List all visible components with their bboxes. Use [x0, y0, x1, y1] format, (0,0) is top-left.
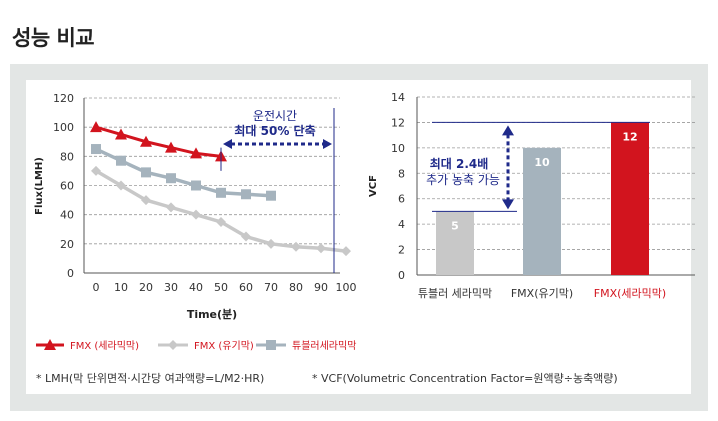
ceramic-data-point [140, 135, 152, 147]
line-chart-series [90, 121, 351, 257]
organic-data-point [116, 180, 126, 191]
bar-category-label: FMX(유기막) [511, 287, 573, 300]
runtime-arrow-head-left [223, 139, 232, 150]
lmh-footnote: * LMH(막 단위면적·시간당 여과액량=L/M2·HR) [36, 372, 264, 385]
line-chart-x-tick-label: 80 [289, 281, 303, 294]
panel-content [26, 80, 691, 394]
vcf-footnote: * VCF(Volumetric Concentration Factor=원액… [312, 372, 618, 385]
line-chart-y-tick-label: 100 [53, 121, 74, 134]
page-title: 성능 비교 [12, 26, 95, 50]
tubular-data-point [266, 190, 276, 201]
bar-chart-y-tick-label: 10 [391, 142, 405, 155]
line-chart-y-tick-label: 120 [53, 92, 74, 105]
organic-data-point [291, 241, 301, 252]
bar-chart-y-tick-label: 12 [391, 116, 405, 129]
vcf-bar [436, 211, 474, 275]
bar-chart-y-tick-label: 14 [391, 91, 405, 104]
legend-diamond-marker [168, 340, 178, 350]
vcf-bar-value-label: 10 [534, 156, 550, 169]
bar-chart-y-tick-label: 6 [398, 193, 405, 206]
line-chart-x-ticks: 0 10 20 30 40 50 60 70 80 90 100 [93, 281, 357, 294]
line-chart-x-tick-label: 60 [239, 281, 253, 294]
line-chart-annotation: 운전시간 최대 50% 단축 [220, 108, 335, 273]
organic-data-point [191, 209, 201, 220]
line-chart-x-label: Time(분) [187, 308, 237, 321]
line-chart-x-tick-label: 100 [336, 281, 357, 294]
organic-data-point [216, 216, 226, 227]
line-chart-gridlines [84, 97, 340, 245]
tubular-data-point [191, 180, 201, 191]
line-chart-x-tick-label: 90 [314, 281, 328, 294]
line-chart-y-label: Flux(LMH) [34, 157, 45, 215]
runtime-annotation-line2: 최대 50% 단축 [234, 123, 315, 138]
tubular-data-point [216, 187, 226, 198]
line-chart: 0 20 40 60 80 100 120 0 10 20 30 40 50 60 70 80 90 100 운… [34, 92, 357, 321]
tubular-data-point [141, 167, 151, 178]
bar-category-label: 튜블러 세라믹막 [418, 287, 492, 300]
bar-chart-annotation: 최대 2.4배 추가 농축 가능 [426, 121, 650, 212]
bar-chart-y-tick-label: 2 [398, 244, 405, 257]
runtime-annotation-line1: 운전시간 [253, 109, 297, 123]
tubular-data-point [91, 144, 101, 155]
organic-data-point [141, 195, 151, 206]
legend-label: 튜블러세라믹막 [292, 340, 356, 352]
legend-triangle-marker [44, 339, 56, 350]
organic-data-point [266, 238, 276, 249]
organic-data-point [341, 246, 351, 257]
bar-chart-y-tick-label: 0 [398, 269, 405, 282]
organic-data-point [166, 202, 176, 213]
comparison-panel [10, 64, 708, 411]
vcf-bar [523, 147, 561, 275]
tubular-data-point [241, 189, 251, 200]
concentration-annotation-line1: 최대 2.4배 [430, 156, 489, 171]
ceramic-data-point [165, 141, 177, 153]
series-line-2 [95, 169, 347, 253]
line-chart-x-tick-label: 50 [214, 281, 228, 294]
organic-data-point [241, 231, 251, 242]
organic-data-point [316, 243, 326, 254]
bar-chart-y-tick-label: 4 [398, 218, 405, 231]
line-chart-y-ticks: 0 20 40 60 80 100 120 [53, 92, 74, 280]
line-chart-axes [83, 98, 340, 274]
vcf-bar [611, 122, 649, 275]
runtime-arrow-head-right [323, 139, 332, 150]
series-line-1 [95, 125, 222, 158]
legend-label: FMX (세라믹막) [70, 340, 139, 352]
line-chart-x-tick-label: 40 [189, 281, 203, 294]
line-chart-x-tick-label: 70 [264, 281, 278, 294]
bar-chart: 0 2 4 6 8 10 12 14 5 튜블러 세라믹막 10 FMX(유기막) 12 FMX(세라믹… [368, 91, 695, 300]
vcf-bar-value-label: 5 [451, 219, 459, 232]
legend-label: FMX (유기막) [194, 340, 254, 352]
vcf-bar-value-label: 12 [622, 130, 637, 143]
concentration-annotation-line2: 추가 농축 가능 [426, 173, 500, 187]
concentration-arrow-head-up [502, 125, 514, 136]
concentration-arrow-head-down [502, 199, 514, 210]
line-chart-x-tick-label: 20 [139, 281, 153, 294]
ceramic-data-point [115, 128, 127, 140]
legend: FMX (세라믹막) FMX (유기막) 튜블러세라믹막 [36, 339, 356, 352]
line-chart-x-tick-label: 10 [114, 281, 128, 294]
bar-chart-y-tick-label: 8 [398, 167, 405, 180]
bar-chart-bars: 5 튜블러 세라믹막 10 FMX(유기막) 12 FMX(세라믹막) [418, 122, 666, 300]
line-chart-y-tick-label: 80 [60, 150, 74, 163]
line-chart-y-tick-label: 60 [60, 180, 74, 193]
bar-chart-y-ticks: 0 2 4 6 8 10 12 14 [391, 91, 405, 282]
tubular-data-point [166, 173, 176, 184]
bar-category-label: FMX(세라믹막) [594, 287, 666, 300]
line-chart-x-tick-label: 0 [93, 281, 100, 294]
ceramic-data-point [90, 121, 102, 133]
line-chart-x-tick-label: 30 [164, 281, 178, 294]
ceramic-data-point [190, 147, 202, 159]
tubular-data-point [116, 155, 126, 166]
organic-data-point [91, 165, 101, 176]
line-chart-y-tick-label: 40 [60, 209, 74, 222]
legend-square-marker [266, 340, 276, 350]
line-chart-y-tick-label: 20 [60, 238, 74, 251]
bar-chart-y-label: VCF [368, 175, 379, 197]
line-chart-y-tick-label: 0 [67, 267, 74, 280]
